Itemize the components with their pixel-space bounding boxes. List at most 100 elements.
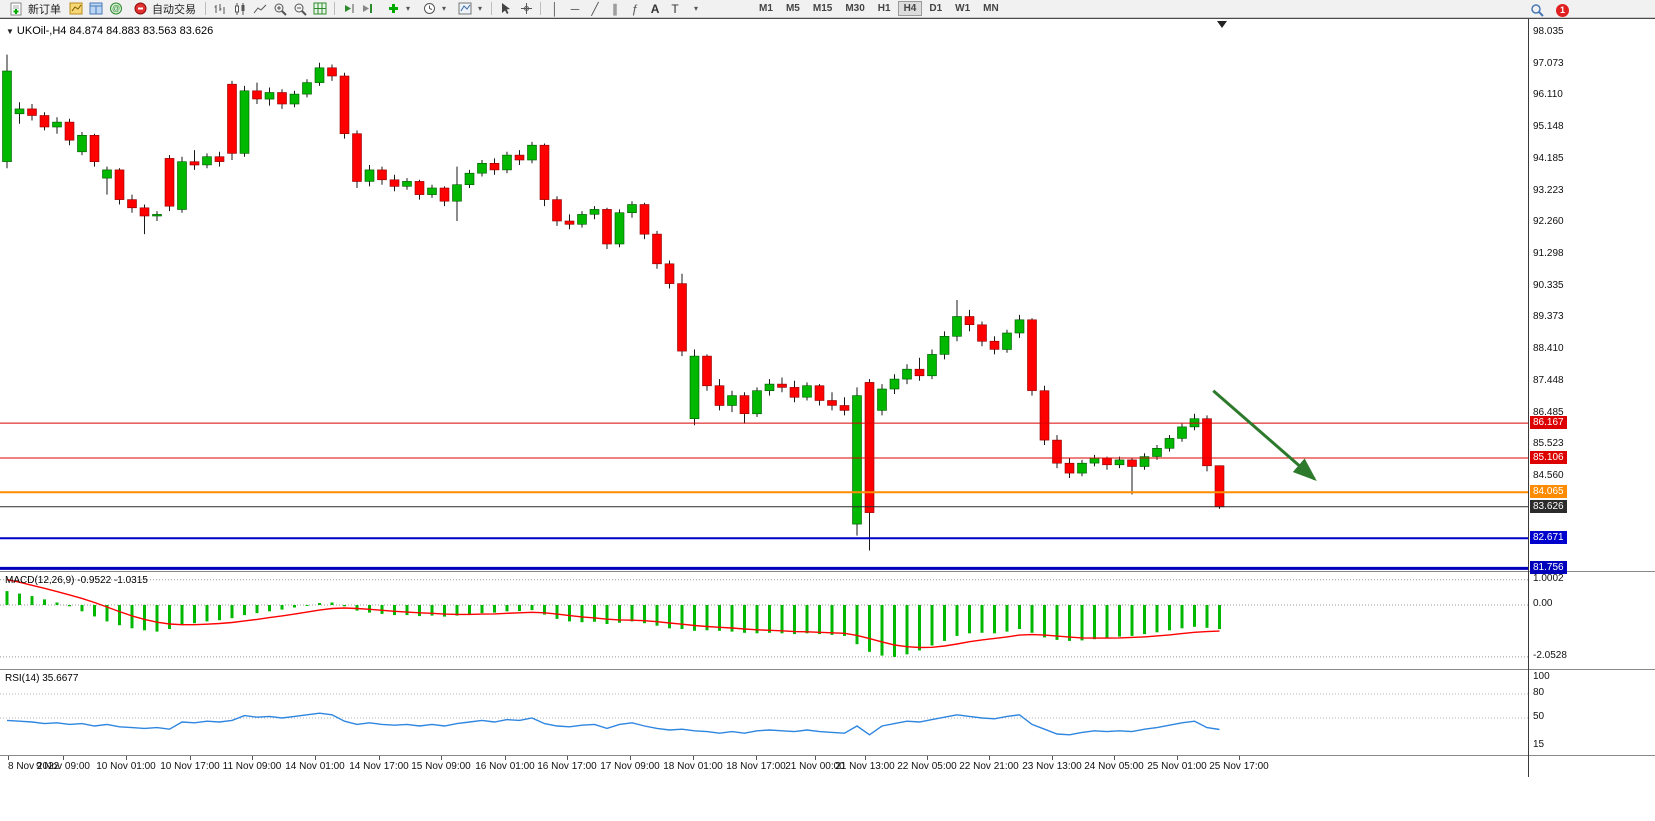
channel-tool-icon[interactable]: ∥ [612,1,619,16]
timeframe-w1[interactable]: W1 [955,3,971,14]
cursor-icon[interactable] [497,1,515,17]
horizontal-line-tool-icon[interactable]: ─ [570,1,580,16]
time-axis-tick [927,756,928,760]
periods-button[interactable]: ▾ [416,1,450,17]
candlestick-mode-icon[interactable] [231,1,249,17]
macd-axis-label: 1.0002 [1533,572,1564,584]
indicators-button[interactable]: ▾ [380,1,414,17]
price-axis-tick: 95.148 [1533,121,1564,133]
time-axis-label: 24 Nov 05:00 [1084,761,1144,772]
timeframe-m5[interactable]: M5 [785,3,800,14]
time-axis-label: 11 Nov 09:00 [222,761,282,772]
price-axis-tick: 90.335 [1533,279,1564,291]
arrows-tool-icon[interactable]: ▾ [694,4,699,13]
trend-arrow[interactable] [1212,389,1317,481]
market-watch-icon[interactable] [87,1,105,17]
time-axis-tick [63,756,64,760]
time-axis-label: 21 Nov 00:00 [785,761,845,772]
timeframe-mn[interactable]: MN [983,3,999,14]
line-chart-mode-icon[interactable] [251,1,269,17]
time-axis-tick [1239,756,1240,760]
timeframe-d1[interactable]: D1 [929,3,943,14]
timeframe-h1[interactable]: H1 [877,3,891,14]
symbol-marker-icon: ▼ [6,27,14,36]
vertical-line-tool-icon[interactable]: │ [551,1,559,16]
time-axis-tick [815,756,816,760]
zoom-in-icon[interactable] [271,1,289,17]
chart-shift-marker[interactable] [1217,21,1227,28]
horizontal-price-lines[interactable] [0,422,1528,570]
trendline-tool-icon[interactable]: ╱ [591,1,599,16]
timeframe-h4[interactable]: H4 [897,1,923,16]
macd-axis-label: -2.0528 [1533,649,1567,661]
timeframe-m30[interactable]: M30 [845,3,865,14]
auto-trading-button[interactable]: 自动交易 [127,1,200,17]
time-axis-label: 10 Nov 01:00 [96,761,156,772]
new-order-button[interactable]: 新订单 [3,1,65,17]
price-line-label: 85.106 [1530,451,1567,464]
time-axis-label: 14 Nov 01:00 [285,761,345,772]
time-axis-label: 25 Nov 17:00 [1209,761,1269,772]
time-axis-tick [8,756,9,760]
price-axis-tick: 89.373 [1533,311,1564,323]
macd-signal-line [6,579,1220,649]
templates-button[interactable]: ▾ [452,1,486,17]
clock-icon [420,1,438,17]
rsi-canvas[interactable] [0,670,1528,755]
macd-panel[interactable]: MACD(12,26,9) -0.9522 -1.0315 [0,571,1655,669]
timeframe-m15[interactable]: M15 [812,3,833,14]
timeframe-group: M1 M5 M15 M30 H1 H4 D1 W1 MN [753,1,1005,16]
main-toolbar: 新订单 @ 自动交易 ▾ [0,0,1655,18]
toolbar-separator [491,2,493,15]
price-line-label: 84.065 [1530,485,1567,499]
time-axis-tick [1114,756,1115,760]
tile-windows-icon[interactable] [311,1,329,17]
fibonacci-tool-icon[interactable]: ƒ [631,1,639,16]
price-line-label: 86.167 [1530,416,1567,430]
rsi-panel[interactable]: RSI(14) 35.6677 [0,669,1655,755]
chart-title: ▼ UKOil-,H4 84.874 84.883 83.563 83.626 [6,25,213,37]
time-axis-label: 9 Nov 09:00 [36,761,90,772]
strategy-navigator-icon[interactable]: @ [107,1,125,17]
new-order-label: 新订单 [28,3,61,16]
price-axis-tick: 86.485 [1533,406,1564,418]
macd-histogram [5,591,1221,657]
auto-trading-icon [131,1,149,17]
price-axis-tick: 92.260 [1533,216,1564,228]
time-axis-label: 22 Nov 21:00 [959,761,1019,772]
toolbar-separator [540,2,542,15]
chevron-down-icon: ▾ [442,4,447,13]
time-axis-label: 25 Nov 01:00 [1147,761,1207,772]
time-axis-tick [865,756,866,760]
search-icon[interactable] [1528,2,1546,18]
time-axis-tick [1052,756,1053,760]
toolbar-right-group: 1 [1528,2,1569,18]
price-axis-tick: 88.410 [1533,343,1564,355]
main-chart-canvas[interactable] [0,19,1528,571]
time-axis-label: 18 Nov 01:00 [663,761,723,772]
rsi-line [6,712,1220,736]
text-label-tool-icon[interactable]: T [671,1,679,16]
chart-shift-icon[interactable] [360,1,378,17]
price-axis[interactable]: 98.035 97.073 96.110 95.148 94.185 93.223 92.2… [1528,19,1655,777]
time-axis-label: 10 Nov 17:00 [160,761,220,772]
price-line-label: 81.756 [1530,561,1567,575]
time-axis[interactable]: 8 Nov 2022 9 Nov 09:00 10 Nov 01:00 10 Nov … [0,755,1655,777]
bar-chart-mode-icon[interactable] [211,1,229,17]
notification-badge[interactable]: 1 [1556,3,1569,17]
main-chart-panel[interactable]: ▼ UKOil-,H4 84.874 84.883 83.563 83.626 [0,19,1655,571]
rsi-axis-label: 15 [1533,739,1545,750]
auto-scroll-icon[interactable] [340,1,358,17]
crosshair-icon[interactable] [517,1,535,17]
zoom-out-icon[interactable] [291,1,309,17]
rsi-label: RSI(14) 35.6677 [5,673,79,684]
time-axis-tick [252,756,253,760]
charts-window-icon[interactable] [67,1,85,17]
text-tool-icon[interactable]: A [650,1,660,16]
macd-canvas[interactable] [0,572,1528,669]
time-axis-label: 14 Nov 17:00 [349,761,409,772]
price-line-label: 82.671 [1530,531,1567,545]
price-axis-tick: 91.298 [1533,247,1564,259]
timeframe-m1[interactable]: M1 [759,3,773,14]
